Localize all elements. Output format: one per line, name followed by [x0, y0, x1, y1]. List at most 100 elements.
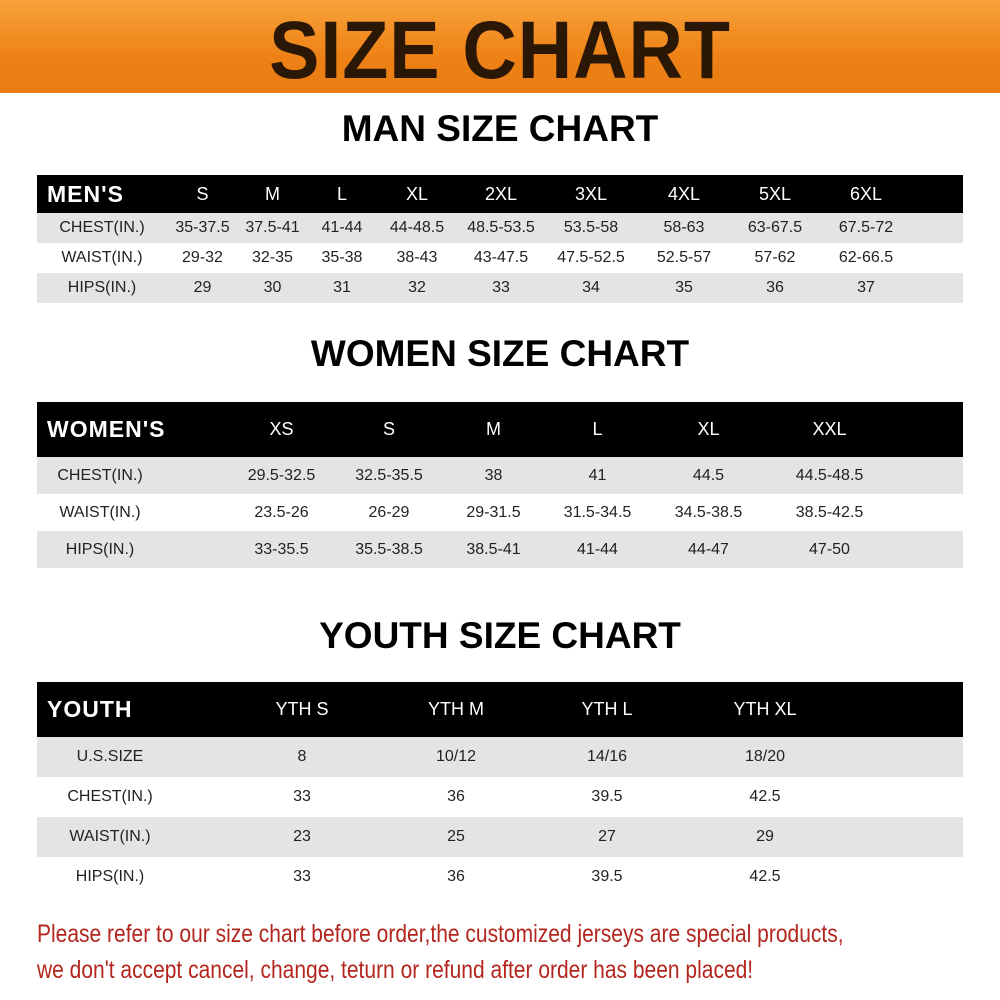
size-header: XL — [697, 419, 720, 439]
size-header: M — [265, 183, 280, 204]
row-label: CHEST(IN.) — [67, 788, 153, 805]
size-header: 5XL — [758, 183, 792, 204]
table-row: HIPS(IN.) 33 36 39.5 42.5 — [37, 857, 963, 897]
row-label: HIPS(IN.) — [65, 540, 135, 558]
measurement-cell: 41-44 — [577, 540, 618, 558]
table-row: CHEST(IN.) 35-37.5 37.5-41 41-44 44-48.5 48.5… — [37, 213, 963, 243]
table-header-row: MEN'S S M L XL 2XL 3XL 4XL 5XL 6XL — [37, 175, 963, 213]
measurement-cell: 42.5 — [749, 868, 781, 885]
row-label: HIPS(IN.) — [67, 279, 137, 296]
measurement-cell: 33 — [492, 279, 510, 296]
row-label: CHEST(IN.) — [57, 466, 143, 484]
size-header: L — [592, 419, 603, 439]
table-header-row: WOMEN'S XS S M L XL XXL — [37, 402, 963, 457]
measurement-cell: 27 — [598, 828, 616, 845]
youth-section-title: YOUTH SIZE CHART — [319, 615, 681, 656]
measurement-cell: 36 — [447, 788, 465, 805]
measurement-cell: 31.5-34.5 — [563, 503, 632, 521]
measurement-cell: 38.5-42.5 — [795, 503, 864, 521]
measurement-cell: 14/16 — [586, 748, 628, 765]
measurement-cell: 34.5-38.5 — [674, 503, 743, 521]
measurement-cell: 8 — [297, 748, 307, 765]
men-size-table: MEN'S S M L XL 2XL 3XL 4XL 5XL 6XL CHEST(IN.) 35-37… — [37, 175, 963, 303]
size-header: S — [382, 419, 395, 439]
measurement-cell: 29 — [193, 279, 212, 296]
measurement-cell: 32 — [408, 279, 426, 296]
row-label: WAIST(IN.) — [59, 503, 141, 521]
row-label: CHEST(IN.) — [59, 219, 145, 236]
measurement-cell: 34 — [582, 279, 600, 296]
measurement-cell: 36 — [447, 868, 465, 885]
size-header: L — [336, 183, 347, 204]
measurement-cell: 35-38 — [321, 249, 363, 266]
disclaimer-line-2: we don't accept cancel, change, teturn o… — [37, 956, 754, 984]
measurement-cell: 23 — [293, 828, 311, 845]
table-row: HIPS(IN.) 29 30 31 32 33 34 35 36 37 — [37, 273, 963, 303]
measurement-cell: 42.5 — [749, 788, 781, 805]
table-row: CHEST(IN.) 29.5-32.5 32.5-35.5 38 41 44.5 44.5… — [37, 457, 963, 494]
size-header: YTH M — [428, 699, 484, 719]
size-header: M — [486, 419, 501, 439]
measurement-cell: 44.5 — [692, 466, 725, 484]
measurement-cell: 47-50 — [809, 540, 850, 558]
measurement-cell: 43-47.5 — [473, 249, 529, 266]
size-header: YTH L — [581, 699, 633, 719]
measurement-cell: 37 — [857, 279, 875, 296]
measurement-cell: 25 — [447, 828, 465, 845]
size-header: 4XL — [667, 183, 701, 204]
measurement-cell: 53.5-58 — [563, 219, 619, 236]
measurement-cell: 37.5-41 — [245, 219, 300, 236]
measurement-cell: 41 — [588, 466, 607, 484]
header-label: MEN'S — [47, 180, 124, 207]
size-header: YTH S — [275, 699, 329, 719]
women-size-table: WOMEN'S XS S M L XL XXL CHEST(IN.) 29.5-32.5 32.5… — [37, 402, 963, 568]
size-header: 3XL — [574, 183, 608, 204]
measurement-cell: 47.5-52.5 — [557, 249, 625, 266]
title-banner: SIZE CHART — [0, 0, 1000, 96]
measurement-cell: 44-47 — [688, 540, 729, 558]
measurement-cell: 35.5-38.5 — [355, 540, 423, 558]
measurement-cell: 48.5-53.5 — [467, 219, 535, 236]
row-label: WAIST(IN.) — [61, 249, 143, 266]
table-header-row: YOUTH YTH S YTH M YTH L YTH XL — [37, 682, 963, 737]
measurement-cell: 23.5-26 — [254, 503, 309, 521]
measurement-cell: 44-48.5 — [389, 219, 445, 236]
measurement-cell: 38 — [484, 466, 503, 484]
measurement-cell: 18/20 — [744, 748, 786, 765]
measurement-cell: 33-35.5 — [254, 540, 309, 558]
measurement-cell: 57-62 — [754, 249, 796, 266]
size-header: XXL — [812, 419, 847, 439]
measurement-cell: 33 — [293, 868, 311, 885]
measurement-cell: 58-63 — [663, 219, 705, 236]
measurement-cell: 41-44 — [321, 219, 363, 236]
measurement-cell: 52.5-57 — [656, 249, 712, 266]
measurement-cell: 29-31.5 — [466, 503, 521, 521]
size-header: XL — [405, 183, 429, 204]
row-label: U.S.SIZE — [76, 748, 144, 765]
measurement-cell: 29 — [756, 828, 774, 845]
size-header: S — [196, 183, 209, 204]
men-section-title: MAN SIZE CHART — [341, 108, 659, 149]
measurement-cell: 35 — [675, 279, 693, 296]
measurement-cell: 30 — [263, 279, 282, 296]
size-header: 6XL — [849, 183, 883, 204]
measurement-cell: 39.5 — [591, 788, 623, 805]
measurement-cell: 62-66.5 — [838, 249, 894, 266]
size-header: XS — [269, 419, 294, 439]
measurement-cell: 63-67.5 — [747, 219, 803, 236]
measurement-cell: 35-37.5 — [175, 219, 230, 236]
youth-size-table: YOUTH YTH S YTH M YTH L YTH XL U.S.SIZE 8 10/12… — [37, 682, 963, 897]
measurement-cell: 10/12 — [435, 748, 477, 765]
table-row: WAIST(IN.) 29-32 32-35 35-38 38-43 43-47.5 47.… — [37, 243, 963, 273]
header-label: YOUTH — [47, 696, 133, 722]
size-header: YTH XL — [733, 699, 797, 719]
measurement-cell: 32-35 — [252, 249, 293, 266]
row-label: HIPS(IN.) — [75, 868, 145, 885]
measurement-cell: 38.5-41 — [466, 540, 521, 558]
table-row: WAIST(IN.) 23 25 27 29 — [37, 817, 963, 857]
measurement-cell: 38-43 — [396, 249, 438, 266]
size-header: 2XL — [484, 183, 518, 204]
page-title: SIZE CHART — [269, 5, 731, 96]
table-row: WAIST(IN.) 23.5-26 26-29 29-31.5 31.5-34.5 34… — [37, 494, 963, 531]
table-row: CHEST(IN.) 33 36 39.5 42.5 — [37, 777, 963, 817]
